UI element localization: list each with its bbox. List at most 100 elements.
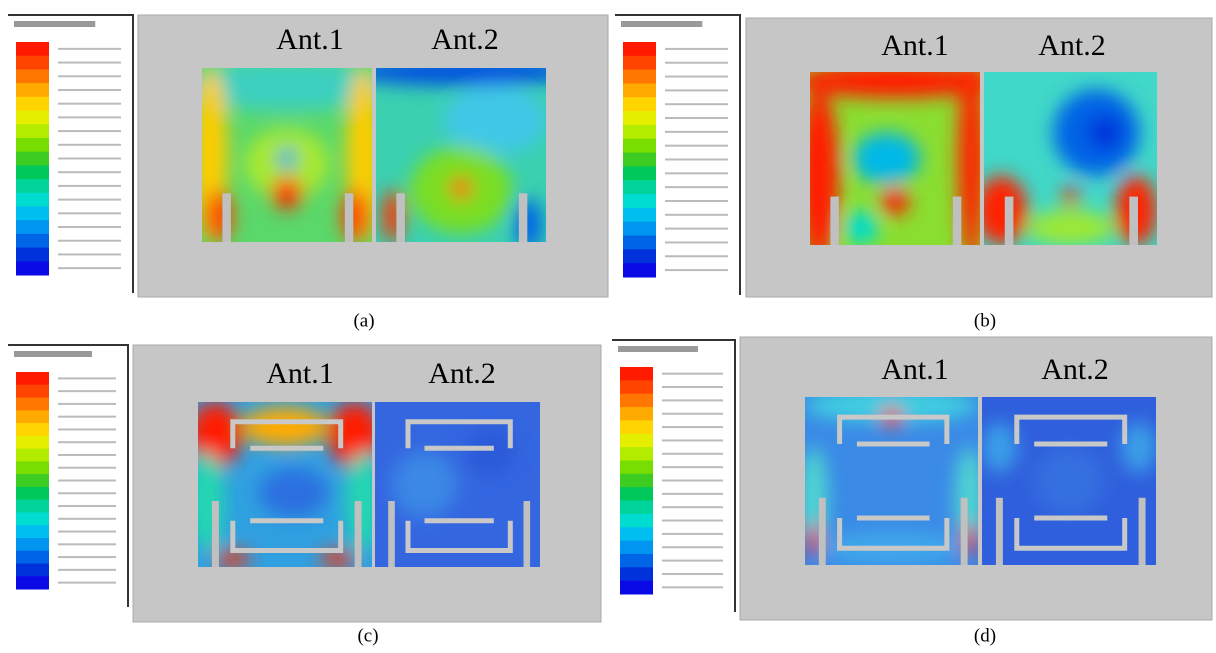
current-blob (272, 178, 303, 209)
colorbar-label (662, 480, 723, 482)
colorbar-swatch (623, 249, 656, 263)
colorbar-swatch (623, 70, 656, 84)
legend-title (618, 346, 698, 352)
colorbar-label (58, 103, 121, 105)
colorbar-label (58, 518, 116, 520)
current-map (975, 72, 1157, 248)
panel-caption: (c) (357, 625, 378, 646)
current-map (185, 59, 389, 245)
colorbar-label (665, 62, 728, 64)
colorbar-label (58, 89, 121, 91)
slot (996, 498, 1003, 569)
current-map (793, 55, 997, 263)
colorbar-swatch (623, 194, 656, 208)
colorbar-swatch (623, 139, 656, 153)
colorbar-swatch (16, 206, 49, 220)
colorbar-label (58, 569, 116, 571)
colorbar-swatch (16, 372, 49, 385)
antenna-label: Ant.1 (276, 23, 344, 56)
colorbar-label (665, 145, 728, 147)
colorbar-swatch (623, 180, 656, 194)
antenna-label: Ant.1 (266, 357, 334, 390)
colorbar-swatch (620, 554, 653, 568)
colorbar-label (662, 520, 723, 522)
colorbar-label (662, 533, 723, 535)
colorbar-swatch (623, 83, 656, 97)
colorbar-swatch (620, 380, 653, 394)
current-blob (1034, 447, 1104, 514)
colorbar-label (662, 399, 723, 401)
slot (1129, 197, 1138, 249)
colorbar-swatch (620, 394, 653, 408)
colorbar-swatch (16, 461, 49, 474)
colorbar-label (58, 428, 116, 430)
colorbar-label (662, 386, 723, 388)
colorbar-swatch (620, 514, 653, 528)
colorbar-label (58, 144, 121, 146)
colorbar-label (58, 403, 116, 405)
colorbar-label (58, 480, 116, 482)
colorbar-label (662, 466, 723, 468)
colorbar-swatch (620, 474, 653, 488)
colorbar-swatch (620, 501, 653, 515)
colorbar-swatch (623, 56, 656, 70)
colorbar-label (662, 413, 723, 415)
colorbar-swatch (16, 525, 49, 538)
panel-caption: (d) (974, 625, 996, 646)
slot (396, 193, 405, 245)
current-blob (242, 407, 329, 447)
colorbar-swatch (16, 410, 49, 423)
colorbar-label (662, 373, 723, 375)
colorbar-swatch (16, 97, 49, 111)
slot (519, 193, 528, 245)
colorbar-swatch (620, 527, 653, 541)
slot (212, 501, 219, 570)
colorbar-label (665, 172, 728, 174)
slot (222, 193, 231, 245)
colorbar-label (662, 453, 723, 455)
colorbar-swatch (620, 487, 653, 501)
colorbar-label (58, 377, 116, 379)
colorbar-swatch (16, 234, 49, 248)
colorbar-swatch (623, 236, 656, 250)
colorbar-swatch (623, 111, 656, 125)
colorbar-label (665, 131, 728, 133)
colorbar-label (58, 416, 116, 418)
colorbar-swatch (16, 538, 49, 551)
current-map (189, 402, 380, 570)
current-blob (1027, 210, 1114, 245)
colorbar-swatch (623, 222, 656, 236)
current-map (375, 402, 540, 570)
colorbar-label (662, 426, 723, 428)
slot (1139, 498, 1146, 569)
colorbar-swatch (16, 423, 49, 436)
colorbar-swatch (620, 567, 653, 581)
colorbar-swatch (623, 153, 656, 167)
colorbar-swatch (16, 449, 49, 462)
colorbar-label (58, 531, 116, 533)
colorbar-label (58, 505, 116, 507)
colorbar-swatch (620, 367, 653, 381)
colorbar-label (662, 586, 723, 588)
panel-caption: (b) (974, 310, 996, 331)
legend-title (621, 21, 702, 27)
current-blob (853, 133, 921, 185)
colorbar-swatch (16, 165, 49, 179)
antenna-label: Ant.1 (881, 29, 949, 62)
colorbar-label (665, 214, 728, 216)
slot (961, 498, 968, 569)
antenna-label: Ant.1 (881, 353, 949, 386)
colorbar-swatch (16, 193, 49, 207)
current-blob (1088, 115, 1123, 150)
colorbar-swatch (620, 581, 653, 595)
colorbar-swatch (620, 407, 653, 421)
antenna-label: Ant.2 (428, 357, 496, 390)
colorbar-swatch (16, 56, 49, 70)
colorbar-swatch (623, 263, 656, 277)
current-map (982, 397, 1156, 568)
colorbar-swatch (16, 474, 49, 487)
colorbar-swatch (16, 111, 49, 125)
